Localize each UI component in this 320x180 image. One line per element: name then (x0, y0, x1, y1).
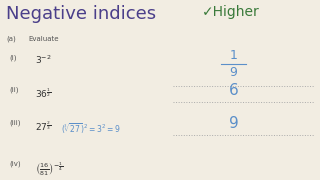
Text: (iii): (iii) (10, 120, 21, 126)
Text: ✓Higher: ✓Higher (202, 5, 259, 19)
Text: $(\sqrt[3]{27})^{2}=3^{2}=9$: $(\sqrt[3]{27})^{2}=3^{2}=9$ (61, 122, 121, 136)
Text: $27^{\frac{2}{3}}$: $27^{\frac{2}{3}}$ (35, 120, 52, 133)
Text: Negative indices: Negative indices (6, 5, 156, 23)
Text: $\left(\frac{16}{81}\right)^{-\frac{1}{4}}$: $\left(\frac{16}{81}\right)^{-\frac{1}{4… (35, 160, 63, 178)
Text: 9: 9 (230, 66, 237, 79)
Text: (ii): (ii) (10, 86, 19, 93)
Text: $36^{\frac{1}{2}}$: $36^{\frac{1}{2}}$ (35, 86, 52, 100)
Text: Evaluate: Evaluate (29, 36, 59, 42)
Text: 6: 6 (229, 83, 238, 98)
Text: (i): (i) (10, 54, 17, 60)
Text: $3^{-2}$: $3^{-2}$ (35, 54, 52, 66)
Text: (iv): (iv) (10, 160, 21, 167)
Text: 1: 1 (230, 49, 237, 62)
Text: (a): (a) (6, 36, 16, 42)
Text: 9: 9 (229, 116, 238, 131)
